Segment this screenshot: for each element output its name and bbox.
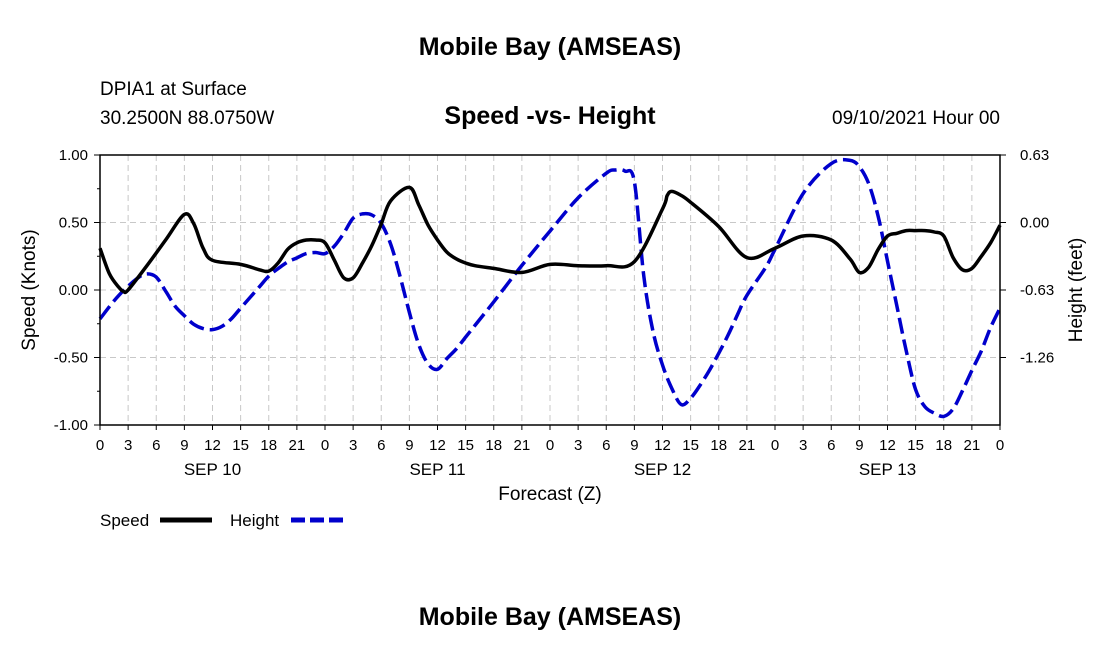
x-day-label: SEP 12 bbox=[634, 460, 691, 479]
x-tick-label: 0 bbox=[96, 437, 104, 454]
x-tick-label: 21 bbox=[289, 437, 306, 454]
y-tick-label: -0.50 bbox=[54, 350, 88, 367]
x-tick-label: 15 bbox=[457, 437, 474, 454]
y-tick-label: 1.00 bbox=[59, 147, 88, 164]
series-layer bbox=[98, 157, 1002, 419]
x-tick-label: 21 bbox=[514, 437, 531, 454]
x-tick-label: 0 bbox=[321, 437, 329, 454]
x-day-label: SEP 13 bbox=[859, 460, 916, 479]
forecast-datetime: 09/10/2021 Hour 00 bbox=[832, 108, 1000, 129]
x-tick-label: 18 bbox=[485, 437, 502, 454]
x-tick-label: 15 bbox=[682, 437, 699, 454]
x-tick-label: 12 bbox=[204, 437, 221, 454]
y-axis-title: Speed (Knots) bbox=[19, 229, 40, 350]
x-day-label: SEP 11 bbox=[409, 460, 465, 479]
x-tick-label: 15 bbox=[232, 437, 249, 454]
x-tick-label: 18 bbox=[260, 437, 277, 454]
grid-lines bbox=[100, 155, 1000, 425]
x-tick-label: 9 bbox=[855, 437, 863, 454]
x-tick-label: 9 bbox=[630, 437, 638, 454]
y-axis-right: 0.63 0.00 -0.63 -1.26 bbox=[1000, 147, 1054, 367]
x-tick-label: 3 bbox=[349, 437, 357, 454]
x-tick-label: 0 bbox=[996, 437, 1004, 454]
station-label: DPIA1 at Surface bbox=[100, 79, 247, 100]
legend-speed-label: Speed bbox=[100, 511, 149, 530]
legend: Speed Height bbox=[100, 511, 343, 530]
x-tick-label: 12 bbox=[879, 437, 896, 454]
y-tick-label: 0.00 bbox=[59, 282, 88, 299]
y-tick-label: -1.00 bbox=[54, 417, 88, 434]
x-tick-label: 18 bbox=[710, 437, 727, 454]
x-tick-label: 0 bbox=[546, 437, 554, 454]
x-tick-label: 3 bbox=[799, 437, 807, 454]
y2-tick-label: -1.26 bbox=[1020, 350, 1054, 367]
x-tick-label: 9 bbox=[180, 437, 188, 454]
y2-tick-label: 0.00 bbox=[1020, 215, 1049, 232]
y2-tick-label: -0.63 bbox=[1020, 282, 1054, 299]
x-tick-label: 6 bbox=[602, 437, 610, 454]
series-line-speed bbox=[98, 185, 1002, 295]
y-tick-label: 0.50 bbox=[59, 215, 88, 232]
x-tick-label: 6 bbox=[377, 437, 385, 454]
x-tick-label: 0 bbox=[771, 437, 779, 454]
x-tick-label: 3 bbox=[124, 437, 132, 454]
main-title: Mobile Bay (AMSEAS) bbox=[419, 33, 682, 61]
x-tick-label: 3 bbox=[574, 437, 582, 454]
x-axis: 0 3 6 9 12 15 18 21 0 3 6 9 12 15 18 21 0 3 6 9 12 15 18 21 0 3 6 9… bbox=[96, 425, 1004, 479]
y2-tick-label: 0.63 bbox=[1020, 147, 1049, 164]
station-coordinates: 30.2500N 88.0750W bbox=[100, 108, 274, 129]
x-tick-label: 12 bbox=[654, 437, 671, 454]
y2-axis-title: Height (feet) bbox=[1066, 238, 1087, 343]
footer-title: Mobile Bay (AMSEAS) bbox=[419, 603, 682, 631]
x-tick-label: 21 bbox=[739, 437, 756, 454]
x-tick-label: 15 bbox=[907, 437, 924, 454]
x-tick-label: 18 bbox=[935, 437, 952, 454]
x-tick-label: 12 bbox=[429, 437, 446, 454]
plot-title: Speed -vs- Height bbox=[444, 102, 656, 130]
x-axis-title: Forecast (Z) bbox=[498, 484, 601, 505]
x-tick-label: 21 bbox=[964, 437, 981, 454]
x-tick-label: 6 bbox=[827, 437, 835, 454]
x-tick-label: 6 bbox=[152, 437, 160, 454]
y-axis-left: 1.00 0.50 0.00 -0.50 -1.00 bbox=[54, 147, 100, 434]
x-day-label: SEP 10 bbox=[184, 460, 241, 479]
series-line-height bbox=[98, 157, 1002, 419]
x-tick-label: 9 bbox=[405, 437, 413, 454]
legend-height-label: Height bbox=[230, 511, 279, 530]
